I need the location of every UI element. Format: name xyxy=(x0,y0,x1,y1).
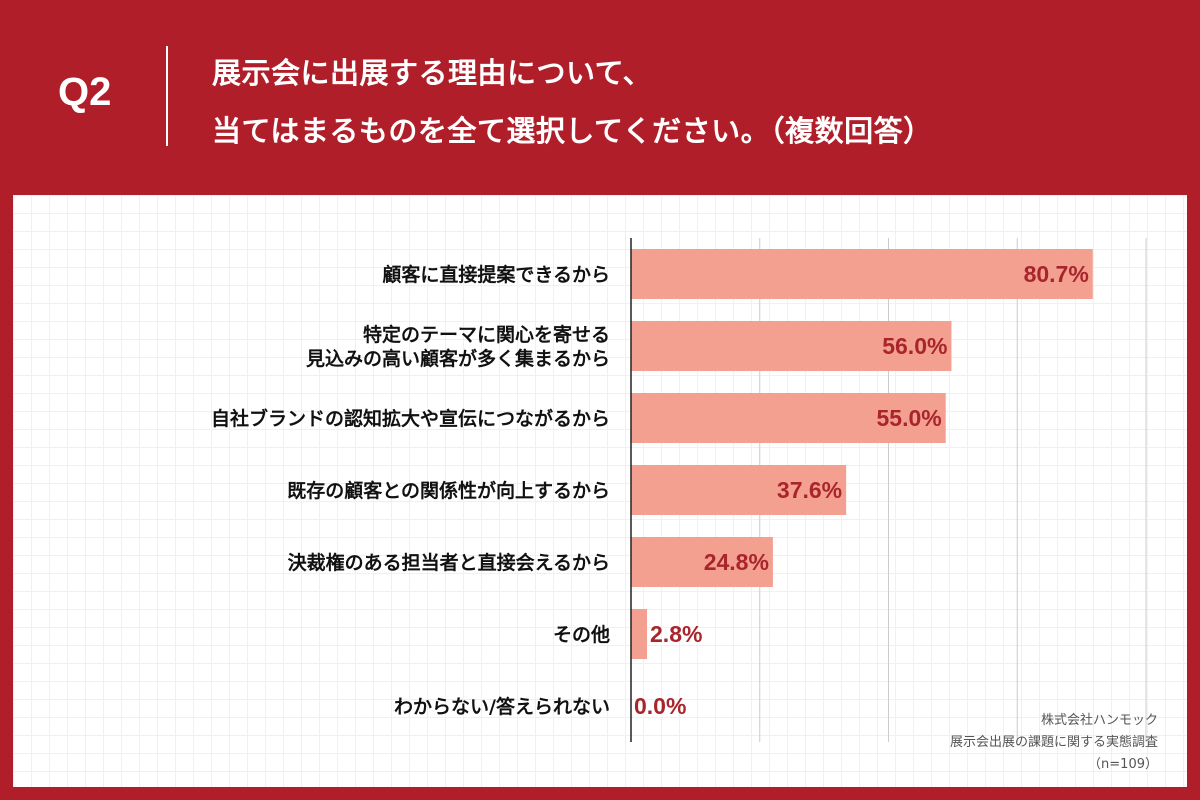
category-label: 既存の顧客との関係性が向上するから xyxy=(287,479,610,502)
source-sample: （n=109） xyxy=(1088,757,1158,772)
category-label: わからない/答えられない xyxy=(394,695,610,718)
source-note: 株式会社ハンモック 展示会出展の課題に関する実態調査 （n=109） xyxy=(950,710,1158,776)
question-header: Q2 展示会に出展する理由について、 当てはまるものを全て選択してください。（複… xyxy=(0,0,1200,195)
value-label: 55.0% xyxy=(877,405,942,431)
question-number: Q2 xyxy=(58,70,112,114)
question-line-1: 展示会に出展する理由について、 xyxy=(212,56,653,90)
bar xyxy=(631,393,946,443)
value-label: 24.8% xyxy=(704,549,769,575)
category-label: その他 xyxy=(553,623,610,646)
bar xyxy=(631,249,1093,299)
category-label: 見込みの高い顧客が多く集まるから xyxy=(306,347,610,370)
value-label: 0.0% xyxy=(634,693,686,719)
header-divider xyxy=(166,46,168,146)
source-company: 株式会社ハンモック xyxy=(1040,713,1158,728)
question-line-2: 当てはまるものを全て選択してください。（複数回答） xyxy=(212,114,933,148)
category-label: 自社ブランドの認知拡大や宣伝につながるから xyxy=(211,407,610,430)
category-label: 決裁権のある担当者と直接会えるから xyxy=(288,551,610,574)
value-label: 80.7% xyxy=(1024,261,1089,287)
value-label: 37.6% xyxy=(777,477,842,503)
question-text: 展示会に出展する理由について、 当てはまるものを全て選択してください。（複数回答… xyxy=(212,44,933,160)
source-survey: 展示会出展の課題に関する実態調査 xyxy=(949,735,1158,750)
bar xyxy=(631,465,847,515)
bar xyxy=(631,537,773,587)
category-label: 顧客に直接提案できるから xyxy=(382,263,610,286)
value-label: 56.0% xyxy=(882,333,947,359)
bar xyxy=(631,321,952,371)
chart-panel xyxy=(13,195,1187,787)
value-label: 2.8% xyxy=(650,621,702,647)
category-label: 特定のテーマに関心を寄せる xyxy=(363,323,610,346)
bar xyxy=(631,609,648,659)
